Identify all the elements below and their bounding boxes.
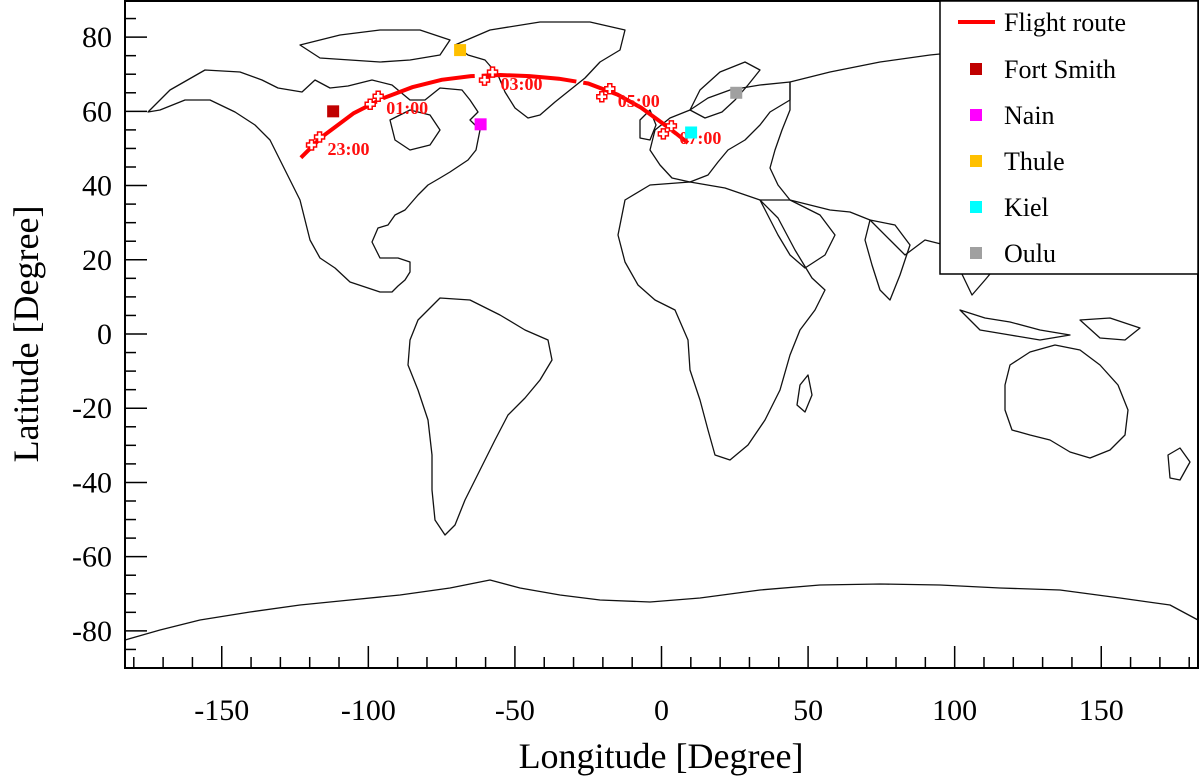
y-axis-title: Latitude [Degree] <box>6 206 46 463</box>
legend-station-swatch <box>970 155 982 167</box>
station-marker <box>454 44 467 57</box>
legend-station-label: Kiel <box>1004 193 1049 222</box>
legend-station-swatch <box>970 247 982 259</box>
legend-station-label: Thule <box>1004 147 1065 176</box>
coastline-indonesia <box>959 309 1071 341</box>
time-marker-cross <box>665 120 678 132</box>
x-tick-label: -100 <box>341 694 396 727</box>
y-tick-label: 60 <box>82 95 112 128</box>
station-marker <box>327 105 340 118</box>
legend: Flight route Fort Smith Nain Thule Kiel Oulu <box>939 0 1199 275</box>
time-marker-label: 23:00 <box>328 139 370 159</box>
x-tick-label: 50 <box>793 694 823 727</box>
y-tick-label: -80 <box>72 615 112 648</box>
time-marker-cross <box>486 66 499 78</box>
stations <box>327 44 743 139</box>
station-marker <box>474 118 487 131</box>
legend-station-swatch <box>970 201 982 213</box>
x-tick-label: 0 <box>654 694 669 727</box>
y-tick-label: 40 <box>82 170 112 203</box>
x-tick-label: 100 <box>932 694 977 727</box>
time-marker-label: 01:00 <box>386 98 428 118</box>
coastline-new-zealand <box>1167 447 1191 481</box>
y-axis: 80 60 40 20 0 -20 -40 -60 -80 <box>72 17 147 651</box>
time-marker-cross <box>604 83 616 95</box>
time-marker-cross <box>313 131 326 143</box>
coastline-north-america <box>147 69 481 293</box>
x-tick-label: -150 <box>194 694 249 727</box>
station-marker <box>685 126 698 139</box>
legend-station-label: Oulu <box>1004 239 1056 268</box>
coastline-antarctica <box>124 579 1199 669</box>
time-marker-cross <box>364 98 376 110</box>
coastline-arctic-islands <box>299 29 451 63</box>
coastline-india <box>864 219 911 301</box>
time-marker-label: 03:00 <box>501 74 543 94</box>
legend-station-swatch <box>970 109 982 121</box>
coastline-madagascar <box>796 374 813 413</box>
time-marker-cross <box>478 74 491 86</box>
x-tick-label: -50 <box>495 694 535 727</box>
coastline-south-america <box>407 297 553 536</box>
y-tick-label: 20 <box>82 244 112 277</box>
time-marker-cross <box>372 90 384 102</box>
y-tick-label: -40 <box>72 466 112 499</box>
x-axis: -150 -100 -50 0 50 100 150 <box>133 646 1190 727</box>
time-marker-cross <box>657 128 670 140</box>
coastline-scandinavia <box>689 61 761 119</box>
x-tick-label: 150 <box>1079 694 1124 727</box>
y-tick-label: -60 <box>72 541 112 574</box>
x-axis-title: Longitude [Degree] <box>519 736 804 776</box>
y-tick-label: 80 <box>82 21 112 54</box>
coastline-australia <box>1004 344 1129 459</box>
legend-box <box>939 0 1199 275</box>
time-marker-cross <box>596 91 608 103</box>
y-tick-label: 0 <box>97 318 112 351</box>
time-marker-label: 05:00 <box>618 91 660 111</box>
legend-route-label: Flight route <box>1004 8 1126 37</box>
legend-station-label: Fort Smith <box>1004 55 1116 84</box>
coastline-arabia <box>759 199 836 269</box>
time-marker-cross <box>305 139 318 151</box>
coastline-hudson-bay <box>389 109 441 151</box>
coastline-new-guinea <box>1079 317 1141 341</box>
legend-station-label: Nain <box>1004 101 1055 130</box>
coastline-africa <box>617 181 826 461</box>
station-marker <box>730 86 743 99</box>
y-tick-label: -20 <box>72 392 112 425</box>
legend-station-swatch <box>970 63 982 75</box>
